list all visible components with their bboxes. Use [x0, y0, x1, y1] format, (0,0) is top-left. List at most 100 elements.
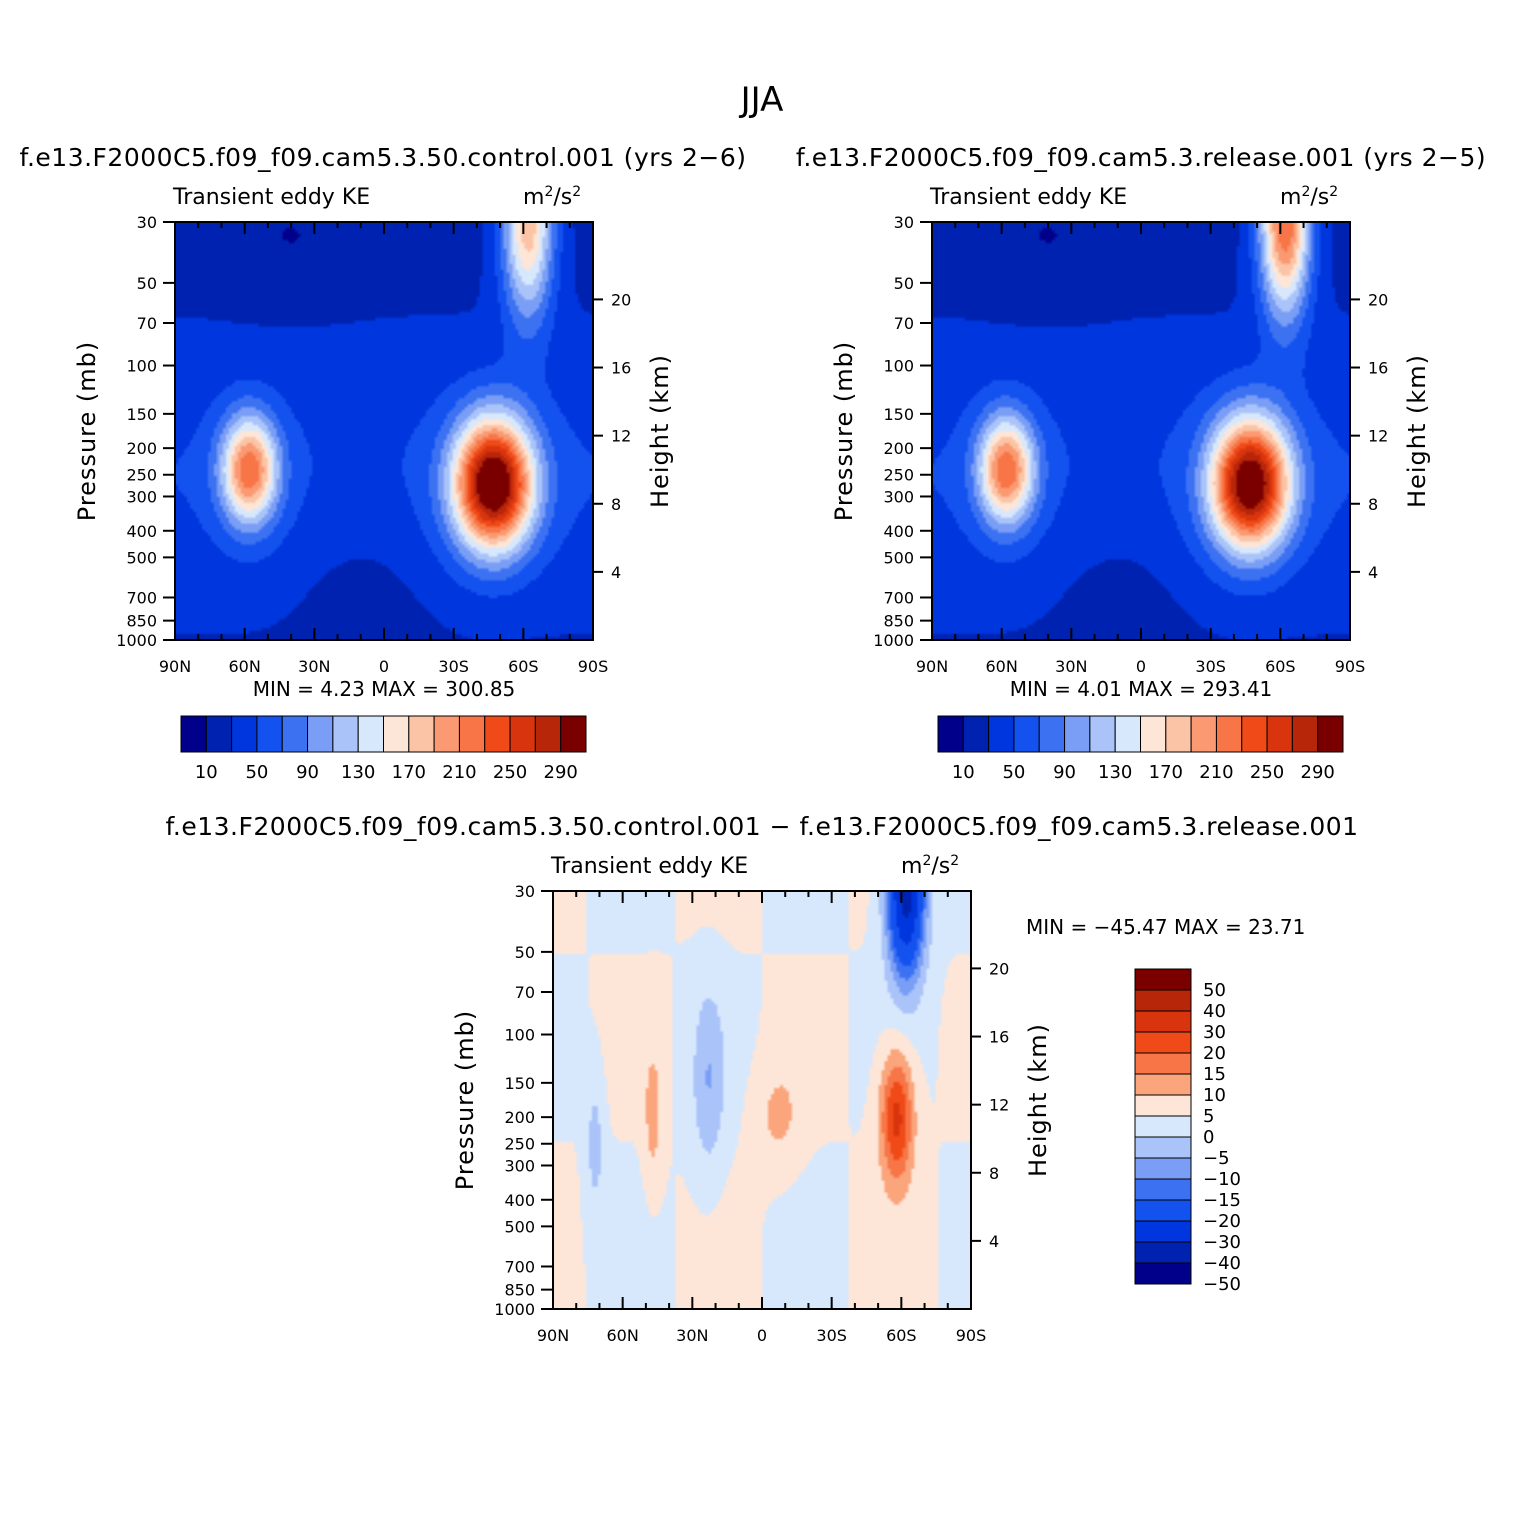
x-tick-label: 60S	[886, 1326, 917, 1345]
colorbar-tick-label: 20	[1203, 1043, 1226, 1064]
colorbar-tick-label: −40	[1203, 1253, 1241, 1274]
y-tick-label: 200	[883, 439, 914, 458]
y-tick-label: 400	[504, 1191, 535, 1210]
colorbar-tick-label: 40	[1203, 1001, 1226, 1022]
y-tick-label: 100	[883, 357, 914, 376]
panel-difference-left-string: Transient eddy KE	[550, 854, 748, 879]
y-tick-label: 50	[515, 943, 535, 962]
height-tick-label: 12	[1368, 427, 1388, 446]
y-tick-label: 850	[126, 612, 157, 631]
y-tick-label: 1000	[494, 1300, 535, 1319]
y-tick-label: 250	[883, 466, 914, 485]
height-tick-label: 4	[989, 1232, 999, 1251]
x-tick-label: 30N	[298, 657, 330, 676]
colorbar-tick-label: 90	[296, 762, 319, 783]
panel-control-ylabel-right: Height (km)	[646, 354, 674, 508]
panel-difference-field	[553, 891, 971, 1309]
y-tick-label: 70	[137, 314, 157, 333]
colorbar-tick-label: 210	[1199, 762, 1233, 783]
colorbar-box	[1038, 715, 1066, 753]
colorbar-box	[357, 715, 384, 753]
colorbar-box	[1013, 715, 1040, 753]
colorbar-box	[256, 715, 283, 753]
y-tick-label: 100	[126, 357, 157, 376]
colorbar-tick-label: 130	[341, 762, 375, 783]
colorbar-tick-label: −50	[1203, 1274, 1241, 1295]
panel-difference-units: m2/s2	[901, 853, 959, 879]
colorbar-tick-label: 10	[952, 762, 975, 783]
y-tick-label: 150	[883, 405, 914, 424]
colorbar-box	[1134, 1178, 1192, 1201]
x-tick-label: 0	[757, 1326, 767, 1345]
panel-release-stats: MIN = 4.01 MAX = 293.41	[1010, 677, 1273, 701]
x-tick-label: 0	[1136, 657, 1146, 676]
y-tick-label: 30	[137, 213, 157, 232]
height-tick-label: 16	[1368, 359, 1388, 378]
panel-control-ylabel: Pressure (mb)	[73, 341, 101, 521]
colorbar-box	[180, 715, 207, 753]
colorbar-tick-label: 170	[392, 762, 426, 783]
x-tick-label: 90N	[537, 1326, 569, 1345]
colorbar-tick-label: 50	[1203, 980, 1226, 1001]
colorbar-box	[408, 715, 435, 753]
colorbar-box	[1134, 1157, 1192, 1180]
colorbar-box	[988, 715, 1015, 753]
colorbar-box	[433, 715, 460, 753]
y-tick-label: 30	[894, 213, 914, 232]
y-tick-label: 150	[504, 1074, 535, 1093]
height-tick-label: 20	[989, 959, 1009, 978]
colorbar-tick-label: 10	[195, 762, 218, 783]
colorbar-box	[1134, 1010, 1192, 1033]
y-tick-label: 300	[883, 487, 914, 506]
colorbar-tick-label: 250	[1250, 762, 1284, 783]
height-tick-label: 12	[611, 427, 631, 446]
colorbar-box	[1134, 1031, 1192, 1054]
x-tick-label: 90N	[159, 657, 191, 676]
colorbar-box	[484, 715, 511, 753]
y-tick-label: 250	[504, 1135, 535, 1154]
x-tick-label: 0	[379, 657, 389, 676]
height-tick-label: 16	[989, 1028, 1009, 1047]
colorbar-tick-label: −10	[1203, 1169, 1241, 1190]
colorbar-tick-label: 50	[1002, 762, 1025, 783]
x-tick-label: 30N	[676, 1326, 708, 1345]
y-tick-label: 400	[126, 522, 157, 541]
colorbar-box	[1215, 715, 1243, 753]
height-tick-label: 20	[1368, 290, 1388, 309]
y-tick-label: 300	[504, 1156, 535, 1175]
panel-difference-stats: MIN = −45.47 MAX = 23.71	[1026, 915, 1305, 939]
height-tick-label: 20	[611, 290, 631, 309]
y-tick-label: 50	[137, 274, 157, 293]
x-tick-label: 60S	[1265, 657, 1296, 676]
colorbar-box	[1134, 1262, 1192, 1285]
colorbar-tick-label: 10	[1203, 1085, 1226, 1106]
height-tick-label: 16	[611, 359, 631, 378]
y-tick-label: 700	[504, 1257, 535, 1276]
x-tick-label: 30S	[438, 657, 469, 676]
panel-release-field	[932, 222, 1350, 640]
colorbar-tick-label: 15	[1203, 1064, 1226, 1085]
colorbar-box	[1134, 1220, 1192, 1243]
x-tick-label: 30S	[816, 1326, 847, 1345]
y-tick-label: 30	[515, 882, 535, 901]
colorbar-box	[937, 715, 964, 753]
panel-release-title: f.e13.F2000C5.f09_f09.cam5.3.release.001…	[796, 143, 1486, 172]
panel-release-ylabel-right: Height (km)	[1403, 354, 1431, 508]
y-tick-label: 1000	[873, 631, 914, 650]
x-tick-label: 90N	[916, 657, 948, 676]
x-tick-label: 30N	[1055, 657, 1087, 676]
colorbar-tick-label: 130	[1098, 762, 1132, 783]
x-tick-label: 90S	[1335, 657, 1366, 676]
colorbar-box	[560, 715, 587, 753]
colorbar-box	[1134, 968, 1192, 991]
colorbar-tick-label: 50	[245, 762, 268, 783]
panels: f.e13.F2000C5.f09_f09.cam5.3.50.control.…	[19, 143, 1486, 1345]
panel-control-units: m2/s2	[523, 184, 581, 210]
height-tick-label: 4	[611, 563, 621, 582]
colorbar-box	[1134, 1052, 1192, 1075]
x-tick-label: 60N	[986, 657, 1018, 676]
colorbar-box	[1064, 715, 1091, 753]
colorbar-box	[1190, 715, 1217, 753]
colorbar-tick-label: 5	[1203, 1106, 1214, 1127]
